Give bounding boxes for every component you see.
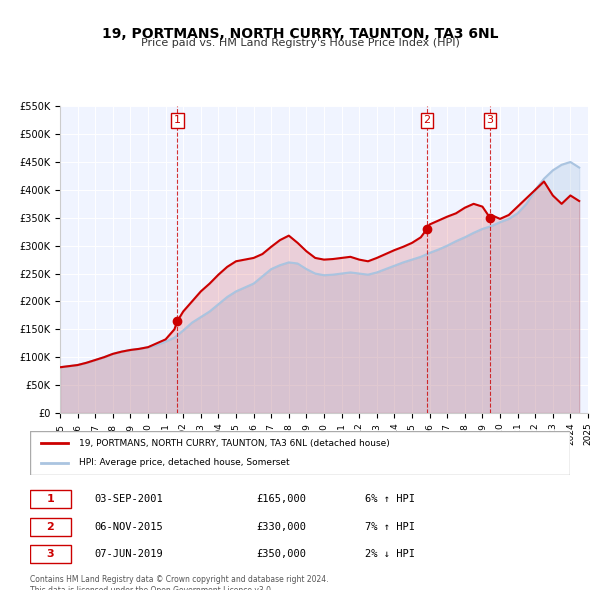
Text: £165,000: £165,000 bbox=[257, 494, 307, 504]
Text: 3: 3 bbox=[487, 116, 493, 126]
FancyBboxPatch shape bbox=[30, 517, 71, 536]
Text: 06-NOV-2015: 06-NOV-2015 bbox=[95, 522, 164, 532]
Text: Price paid vs. HM Land Registry's House Price Index (HPI): Price paid vs. HM Land Registry's House … bbox=[140, 38, 460, 48]
Text: 2% ↓ HPI: 2% ↓ HPI bbox=[365, 549, 415, 559]
FancyBboxPatch shape bbox=[30, 545, 71, 563]
Text: 2: 2 bbox=[424, 116, 431, 126]
Text: HPI: Average price, detached house, Somerset: HPI: Average price, detached house, Some… bbox=[79, 458, 289, 467]
FancyBboxPatch shape bbox=[30, 490, 71, 508]
Text: 3: 3 bbox=[46, 549, 54, 559]
Text: 19, PORTMANS, NORTH CURRY, TAUNTON, TA3 6NL: 19, PORTMANS, NORTH CURRY, TAUNTON, TA3 … bbox=[102, 27, 498, 41]
Text: 6% ↑ HPI: 6% ↑ HPI bbox=[365, 494, 415, 504]
Text: 2: 2 bbox=[46, 522, 54, 532]
Text: 7% ↑ HPI: 7% ↑ HPI bbox=[365, 522, 415, 532]
Text: 1: 1 bbox=[174, 116, 181, 126]
Text: 19, PORTMANS, NORTH CURRY, TAUNTON, TA3 6NL (detached house): 19, PORTMANS, NORTH CURRY, TAUNTON, TA3 … bbox=[79, 438, 389, 448]
Text: 03-SEP-2001: 03-SEP-2001 bbox=[95, 494, 164, 504]
Text: Contains HM Land Registry data © Crown copyright and database right 2024.
This d: Contains HM Land Registry data © Crown c… bbox=[30, 575, 329, 590]
FancyBboxPatch shape bbox=[30, 431, 570, 475]
Text: £350,000: £350,000 bbox=[257, 549, 307, 559]
Text: 07-JUN-2019: 07-JUN-2019 bbox=[95, 549, 164, 559]
Text: £330,000: £330,000 bbox=[257, 522, 307, 532]
Text: 1: 1 bbox=[46, 494, 54, 504]
